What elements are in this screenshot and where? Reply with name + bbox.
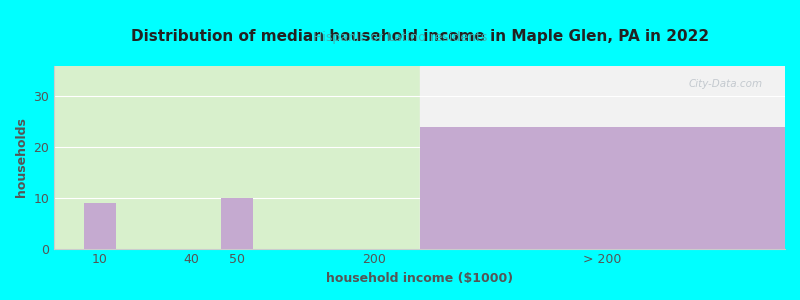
Bar [54, 66, 420, 249]
X-axis label: household income ($1000): household income ($1000) [326, 272, 514, 285]
Text: City-Data.com: City-Data.com [689, 79, 763, 89]
Bar [221, 198, 253, 249]
Title: Distribution of median household income in Maple Glen, PA in 2022: Distribution of median household income … [130, 29, 709, 44]
Bar [84, 203, 116, 249]
Bar [420, 66, 785, 249]
Y-axis label: households: households [15, 117, 28, 197]
Text: Hispanic or Latino residents: Hispanic or Latino residents [313, 32, 487, 44]
Bar [420, 127, 785, 249]
